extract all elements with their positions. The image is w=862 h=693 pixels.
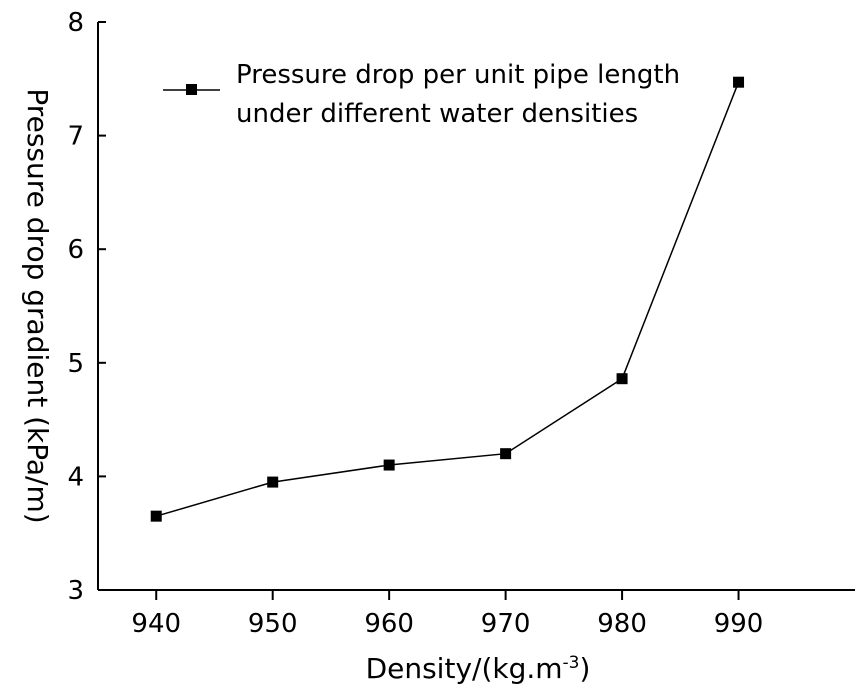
y-tick-label: 7 xyxy=(67,122,84,152)
x-tick-label: 990 xyxy=(714,609,764,639)
data-point xyxy=(616,373,628,385)
x-axis-label: Density/(kg.m-3) xyxy=(366,652,591,685)
y-tick-label: 6 xyxy=(67,235,84,265)
x-tick-label: 980 xyxy=(597,609,647,639)
data-points xyxy=(150,76,745,522)
y-ticks: 3 4 5 6 7 8 xyxy=(67,8,106,606)
data-point xyxy=(383,459,395,471)
y-tick-label: 4 xyxy=(67,462,84,492)
legend: Pressure drop per unit pipe length under… xyxy=(163,60,680,129)
y-tick-label: 8 xyxy=(67,8,84,38)
legend-marker xyxy=(186,84,197,95)
axes xyxy=(97,22,855,591)
data-point xyxy=(267,476,279,488)
x-ticks: 940 950 960 970 980 990 xyxy=(131,590,763,639)
y-tick-label: 5 xyxy=(67,349,84,379)
y-tick-label: 3 xyxy=(67,576,84,606)
series-line-group xyxy=(155,81,740,517)
data-point xyxy=(150,510,162,522)
data-point xyxy=(500,448,512,460)
x-tick-label: 970 xyxy=(481,609,531,639)
x-tick-label: 960 xyxy=(364,609,414,639)
series-line xyxy=(155,81,740,517)
legend-entry-line1: Pressure drop per unit pipe length xyxy=(236,60,680,90)
legend-entry-line2: under different water densities xyxy=(236,99,638,129)
y-axis-label: Pressure drop gradient (kPa/m) xyxy=(21,88,54,523)
x-tick-label: 940 xyxy=(131,609,181,639)
data-point xyxy=(733,76,745,88)
x-tick-label: 950 xyxy=(248,609,298,639)
